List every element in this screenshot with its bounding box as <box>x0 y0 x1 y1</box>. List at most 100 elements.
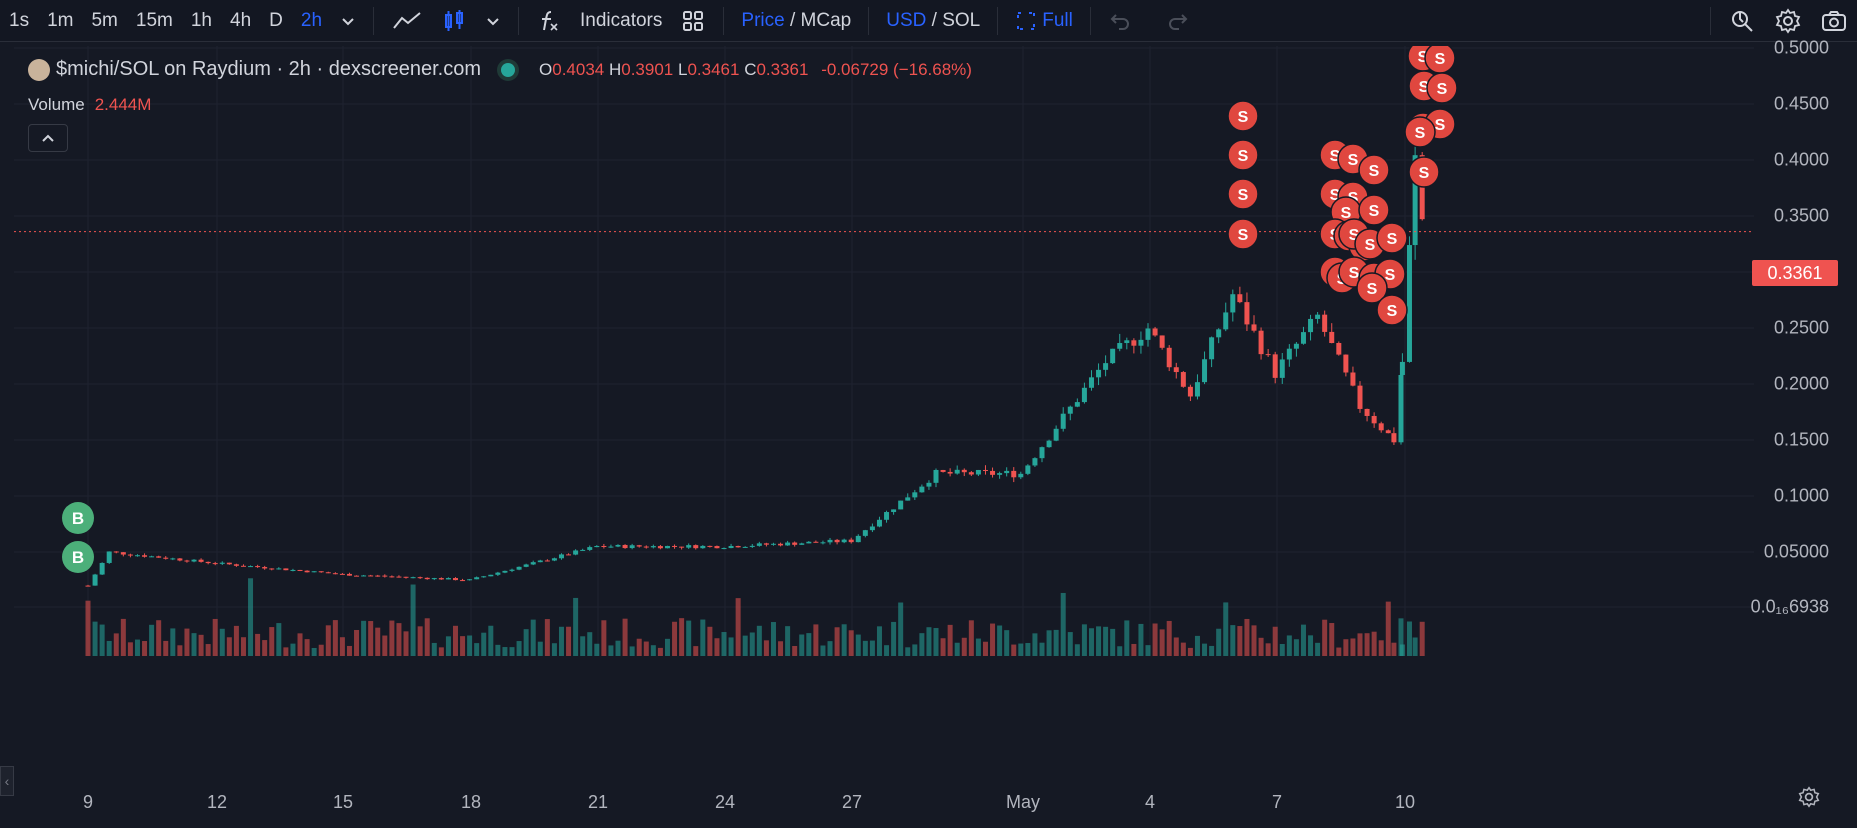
volume-bar <box>770 622 776 656</box>
camera-icon[interactable] <box>1811 9 1857 33</box>
interval-5m[interactable]: 5m <box>91 9 118 31</box>
candle-body <box>1145 328 1151 340</box>
visibility-dot-icon[interactable] <box>501 62 515 77</box>
currency-toggle[interactable]: USD / SOL <box>877 10 989 32</box>
sell-marker-label: S <box>1348 152 1359 169</box>
volume-bar <box>1039 642 1045 656</box>
candle-body <box>460 580 466 582</box>
candle-body <box>1004 470 1010 474</box>
volume-bar <box>1180 642 1186 656</box>
sell-marker-label: S <box>1367 281 1378 298</box>
volume-bar <box>876 626 882 656</box>
candle-body <box>516 566 522 570</box>
candle-body <box>530 562 536 565</box>
candle-body <box>134 555 140 557</box>
volume-bar <box>721 632 727 656</box>
divider <box>1089 6 1091 35</box>
function-icon[interactable] <box>527 9 571 33</box>
interval-4h[interactable]: 4h <box>230 9 252 31</box>
price-chart[interactable]: BBSSSSSSSSSSSSSSSSSSSSSSSSSSSSSSSS <box>14 46 1754 776</box>
interval-1s[interactable]: 1s <box>9 9 30 31</box>
sell-marker-label: S <box>1330 148 1341 165</box>
candle-body <box>657 546 663 549</box>
sell-marker-label: S <box>1419 79 1430 96</box>
redo-icon[interactable] <box>1157 11 1199 31</box>
candle-body <box>1074 402 1080 407</box>
candle-body <box>1039 447 1045 459</box>
volume-bar <box>679 618 685 656</box>
candle-body <box>1011 470 1017 478</box>
candle-body <box>1060 413 1066 429</box>
price-option[interactable]: Price <box>741 9 785 31</box>
price-axis-label: 0.4000 <box>1773 149 1829 170</box>
interval-1m[interactable]: 1m <box>47 9 74 31</box>
volume-bar <box>573 597 579 656</box>
volume-bar <box>714 638 720 656</box>
volume-bar <box>629 646 635 656</box>
volume-bar <box>382 635 388 656</box>
candle-body <box>1300 332 1306 344</box>
volume-bar <box>127 642 133 656</box>
volume-bar <box>1011 644 1017 656</box>
mcap-option[interactable]: MCap <box>800 9 852 31</box>
search-zoom-icon[interactable] <box>1719 8 1765 34</box>
candle-body <box>834 539 840 543</box>
chevron-left-icon[interactable]: ‹ <box>0 766 14 796</box>
sell-marker <box>1358 194 1390 226</box>
candle-body <box>396 576 402 578</box>
candle-body <box>876 519 882 527</box>
candle-body <box>1194 382 1200 397</box>
line-chart-icon[interactable] <box>382 10 432 32</box>
candle-body <box>778 543 784 546</box>
candles-icon[interactable] <box>432 9 476 33</box>
undo-icon[interactable] <box>1099 11 1141 31</box>
collapse-legend-button[interactable] <box>28 124 68 152</box>
candle-body <box>742 546 748 548</box>
interval-1h[interactable]: 1h <box>190 9 212 31</box>
time-axis[interactable]: 9 12 15 18 21 24 27 May 4 7 10 <box>14 776 1754 828</box>
fullscreen-icon[interactable] <box>1006 11 1040 31</box>
volume-bar <box>982 641 988 656</box>
candle-body <box>990 470 996 475</box>
sell-marker-label: S <box>1437 81 1448 98</box>
sell-marker-label: S <box>1415 125 1426 142</box>
chevron-down-icon[interactable] <box>476 16 510 26</box>
sell-marker <box>1227 100 1259 132</box>
candle-body <box>1046 440 1052 448</box>
indicators-button[interactable]: Indicators <box>580 9 663 31</box>
volume-bar <box>304 639 310 656</box>
candle-body <box>1357 385 1363 409</box>
candle-body <box>1322 314 1328 332</box>
volume-bar <box>156 620 162 656</box>
price-axis-label: 0.05000 <box>1763 541 1829 562</box>
usd-option[interactable]: USD <box>886 9 927 31</box>
volume-bar <box>134 639 140 656</box>
sol-option[interactable]: SOL <box>942 9 981 31</box>
interval-15m[interactable]: 15m <box>135 9 173 31</box>
price-mcap-toggle[interactable]: Price / MCap <box>732 10 860 32</box>
candle-body <box>926 482 932 487</box>
layout-grid-icon[interactable] <box>671 9 715 33</box>
time-axis-label: 24 <box>714 792 736 812</box>
candle-body <box>495 572 501 575</box>
volume-bar <box>177 645 183 656</box>
interval-D[interactable]: D <box>269 9 283 31</box>
volume-bar <box>92 621 98 656</box>
volume-bar <box>142 641 148 656</box>
volume-bar <box>940 638 946 656</box>
price-axis[interactable]: 0.50000.45000.40000.35000.30000.25000.20… <box>1751 38 1857 776</box>
candle-body <box>255 566 261 568</box>
volume-bar <box>1343 639 1349 656</box>
volume-bar <box>1124 620 1130 656</box>
chevron-down-icon[interactable] <box>331 16 365 26</box>
candle-body <box>629 545 635 549</box>
candle-body <box>1124 340 1130 344</box>
candle-body <box>997 473 1003 475</box>
candle-body <box>382 575 388 577</box>
settings-icon[interactable] <box>1798 786 1820 813</box>
full-button[interactable]: Full <box>1042 9 1073 31</box>
settings-icon[interactable] <box>1765 7 1811 34</box>
candle-body <box>1258 330 1264 355</box>
candle-body <box>933 469 939 483</box>
interval-2h[interactable]: 2h <box>300 9 323 31</box>
